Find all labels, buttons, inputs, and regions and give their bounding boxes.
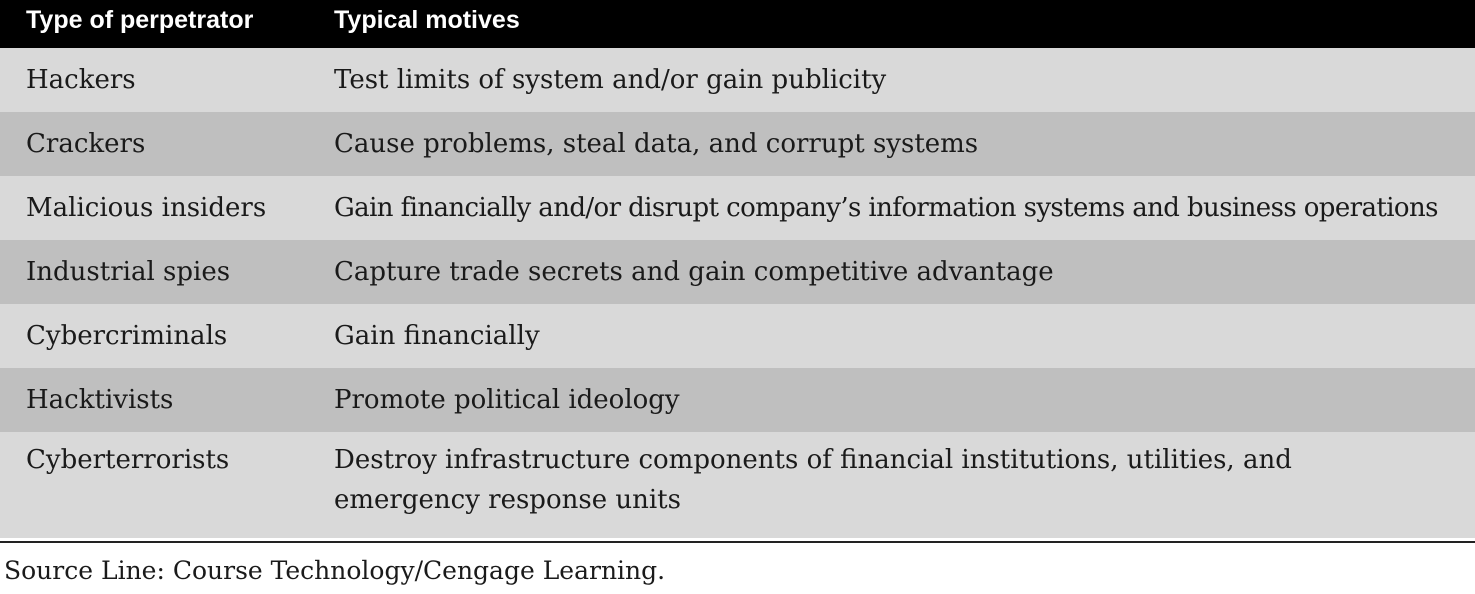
table-row: Crackers Cause problems, steal data, and… <box>0 112 1475 176</box>
perpetrator-type-cell: Hackers <box>26 65 136 95</box>
motive-cell: Test limits of system and/or gain public… <box>334 65 887 95</box>
perpetrator-type-cell: Industrial spies <box>26 257 231 287</box>
motive-cell: Promote political ideology <box>334 385 680 415</box>
header-row: Type of perpetrator Typical motives <box>0 0 1475 48</box>
motive-cell: Gain financially <box>334 321 540 351</box>
source-line: Source Line: Course Technology/Cengage L… <box>4 556 666 585</box>
motive-cell: Destroy infrastructure components of fin… <box>334 445 1292 515</box>
motive-cell: Gain financially and/or disrupt company’… <box>334 193 1438 223</box>
table-row: Cyberterrorists Destroy infrastructure c… <box>0 432 1475 538</box>
perpetrator-type-cell: Cyberterrorists <box>26 445 230 475</box>
perpetrator-type-cell: Cybercriminals <box>26 321 228 351</box>
table-row: Hacktivists Promote political ideology <box>0 368 1475 432</box>
motive-cell: Capture trade secrets and gain competiti… <box>334 257 1054 287</box>
table-row: Hackers Test limits of system and/or gai… <box>0 48 1475 112</box>
motive-cell: Cause problems, steal data, and corrupt … <box>334 129 979 159</box>
perpetrator-type-cell: Crackers <box>26 129 146 159</box>
perpetrator-type-cell: Hacktivists <box>26 385 174 415</box>
table-row: Cybercriminals Gain financially <box>0 304 1475 368</box>
perpetrator-table: Type of perpetrator Typical motives Hack… <box>0 0 1475 538</box>
header-typical-motives: Typical motives <box>334 5 520 34</box>
table-bottom-rule <box>0 541 1475 543</box>
table-body: Hackers Test limits of system and/or gai… <box>0 48 1475 538</box>
table-header: Type of perpetrator Typical motives <box>0 0 1475 48</box>
perpetrator-type-cell: Malicious insiders <box>26 193 267 223</box>
header-type-of-perpetrator: Type of perpetrator <box>26 5 254 34</box>
table-row: Industrial spies Capture trade secrets a… <box>0 240 1475 304</box>
table-row: Malicious insiders Gain financially and/… <box>0 176 1475 240</box>
